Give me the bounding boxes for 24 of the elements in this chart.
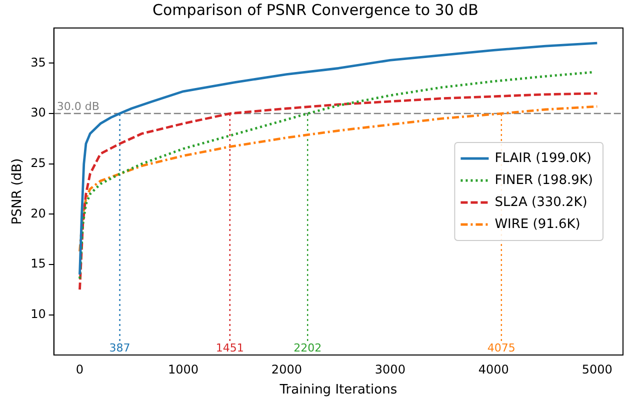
y-tick-label: 30 <box>30 106 46 120</box>
chart-title: Comparison of PSNR Convergence to 30 dB <box>152 0 478 19</box>
legend-label: SL2A (330.2K) <box>494 194 588 210</box>
ref-line-label: 387 <box>109 341 130 354</box>
ref-line-label: 4075 <box>487 341 516 354</box>
y-axis-title: PSNR (dB) <box>10 158 26 225</box>
x-tick-label: 0 <box>76 362 84 376</box>
x-tick-label: 2000 <box>271 362 302 376</box>
y-tick-label: 15 <box>30 256 46 271</box>
x-tick-label: 4000 <box>478 362 509 376</box>
y-tick-label: 35 <box>30 55 46 70</box>
x-axis-title: Training Iterations <box>278 382 398 398</box>
ref-line-label: 30.0 dB <box>56 100 100 113</box>
x-tick-label: 3000 <box>374 362 406 376</box>
legend-label: WIRE (91.6K) <box>494 216 580 232</box>
y-tick-label: 20 <box>30 206 46 220</box>
y-tick-label: 10 <box>30 306 46 321</box>
legend-label: FINER (198.9K) <box>494 172 594 188</box>
ref-line-label: 1451 <box>216 341 244 354</box>
x-tick-label: 1000 <box>168 362 198 376</box>
x-tick-label: 5000 <box>582 362 612 376</box>
legend-label: FLAIR (199.0K) <box>494 150 592 166</box>
ref-line-label: 2202 <box>294 341 322 354</box>
y-tick-label: 25 <box>30 156 46 170</box>
